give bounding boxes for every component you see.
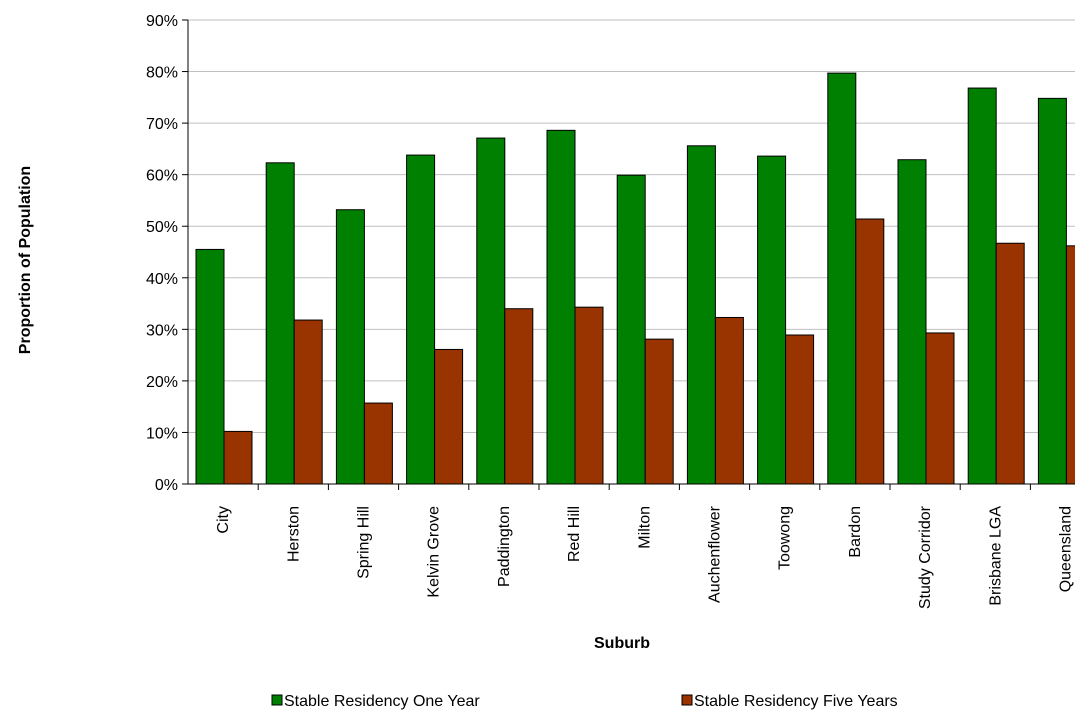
bar [546,129,576,485]
bar [363,402,393,485]
bar [265,162,295,485]
x-tick-label: Queensland [1058,506,1075,592]
y-tick-label: 70% [146,116,178,133]
bar [827,72,857,485]
x-tick-label: Herston [285,506,302,562]
x-tick-label: Toowong [777,506,794,570]
y-tick-label: 90% [146,13,178,30]
bar [335,209,365,485]
y-tick-label: 20% [146,374,178,391]
x-tick-label: Spring Hill [356,506,373,579]
x-tick-label: Bardon [847,506,864,558]
legend-label-five-years: Stable Residency Five Years [694,693,898,710]
bar [1065,245,1075,485]
x-tick-label: Auchenflower [707,505,724,603]
y-tick-label: 10% [146,425,178,442]
bar [897,159,927,485]
bar [925,332,955,485]
y-tick-label: 40% [146,271,178,288]
axes [182,19,1075,490]
bar [757,155,787,485]
bar [223,430,253,485]
x-tick-label: Paddington [496,506,513,587]
bar [434,348,464,485]
y-tick-label: 0% [155,477,178,494]
y-tick-label: 60% [146,168,178,185]
bar [406,154,436,485]
x-tick-label: Study Corridor [917,505,934,609]
x-tick-label: Milton [636,506,653,549]
bar [476,137,506,485]
x-axis-title: Suburb [594,635,650,652]
x-tick-label: Kelvin Grove [426,506,443,598]
bar [855,218,885,485]
y-tick-label: 30% [146,322,178,339]
legend-swatch-one-year [271,694,283,706]
bar [293,319,323,485]
bar [644,338,674,485]
y-axis-title: Proportion of Population [17,166,34,354]
bar [785,334,815,485]
bar [686,145,716,485]
x-tick-label: City [215,506,232,534]
bar [714,316,744,485]
bar [1037,97,1067,485]
bar [616,174,646,485]
x-tick-label: Brisbane LGA [987,506,1004,606]
legend-label-one-year: Stable Residency One Year [284,693,480,710]
bar [967,87,997,485]
tick-labels: 0% 10% 20% 30% 40% 50% 60% 70% 80% 90% City Herston… [146,13,1075,609]
bar [195,248,225,485]
legend: Stable Residency One Year Stable Residen… [271,693,898,710]
y-tick-label: 80% [146,65,178,82]
x-tick-label: Red Hill [566,506,583,562]
bar [574,306,604,485]
legend-swatch-five-years [681,694,693,706]
bar [995,242,1025,485]
y-tick-label: 50% [146,219,178,236]
bar [504,308,534,485]
bars [195,72,1075,485]
